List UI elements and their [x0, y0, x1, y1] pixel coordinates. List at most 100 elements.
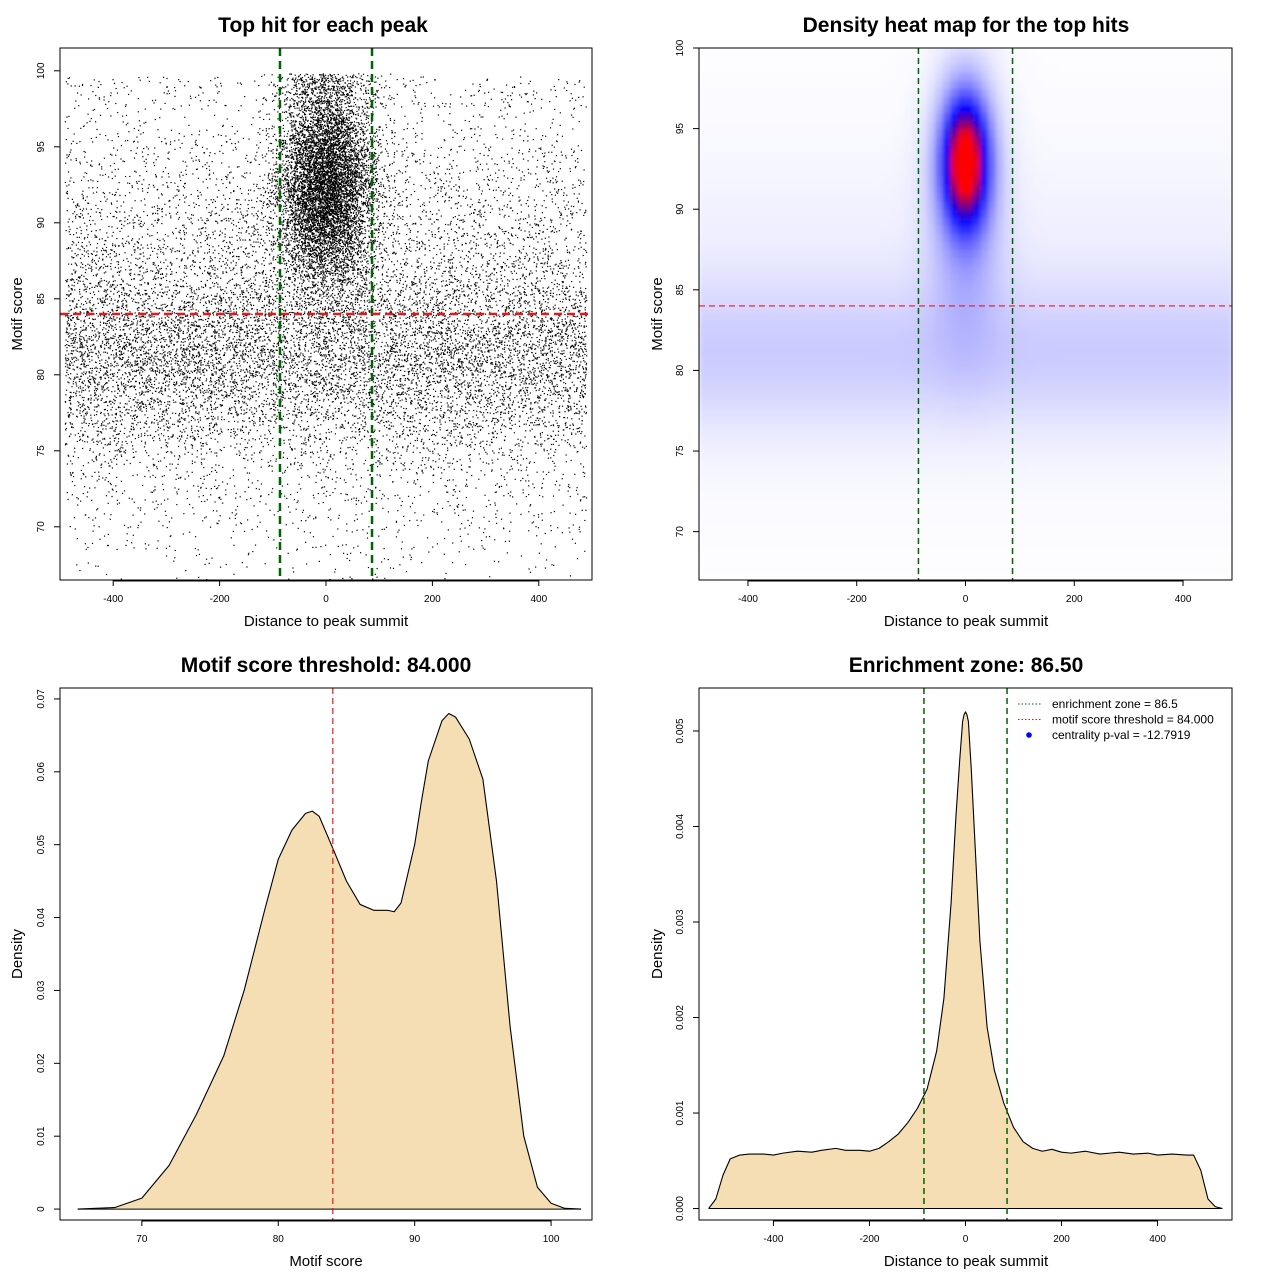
- scatter-point: [349, 331, 352, 334]
- scatter-point: [396, 78, 398, 81]
- scatter-point: [75, 159, 77, 162]
- scatter-point: [447, 243, 449, 245]
- scatter-point: [461, 250, 464, 252]
- scatter-point: [555, 181, 557, 184]
- scatter-point: [322, 291, 324, 293]
- scatter-point: [169, 212, 171, 214]
- scatter-point: [171, 436, 173, 438]
- scatter-point: [321, 102, 323, 104]
- scatter-point: [395, 275, 397, 277]
- scatter-point: [130, 441, 133, 443]
- scatter-point: [206, 452, 208, 454]
- scatter-point: [311, 342, 313, 345]
- scatter-point: [361, 260, 364, 262]
- scatter-point: [584, 263, 587, 265]
- scatter-point: [489, 338, 491, 340]
- scatter-point: [125, 325, 127, 327]
- scatter-point: [541, 309, 544, 311]
- scatter-point: [564, 260, 567, 262]
- scatter-point: [258, 488, 260, 490]
- scatter-point: [444, 421, 446, 423]
- scatter-point: [155, 176, 157, 178]
- scatter-point: [513, 348, 515, 350]
- scatter-point: [235, 524, 237, 526]
- scatter-point: [486, 163, 488, 165]
- scatter-point: [473, 211, 475, 214]
- scatter-point: [152, 262, 154, 264]
- scatter-point: [181, 408, 183, 410]
- scatter-point: [224, 228, 226, 230]
- scatter-point: [225, 220, 228, 222]
- scatter-point: [211, 300, 213, 302]
- scatter-point: [571, 344, 574, 346]
- scatter-point: [322, 314, 324, 317]
- scatter-point: [105, 344, 107, 346]
- scatter-point: [333, 454, 335, 456]
- scatter-point: [471, 334, 473, 336]
- scatter-point: [317, 424, 319, 427]
- scatter-point: [507, 362, 510, 364]
- scatter-point: [573, 402, 575, 404]
- scatter-point: [131, 378, 134, 380]
- scatter-point: [177, 421, 179, 423]
- scatter-point: [244, 280, 246, 283]
- scatter-point: [354, 126, 356, 128]
- scatter-point: [223, 310, 225, 312]
- scatter-point: [473, 212, 475, 215]
- scatter-point: [399, 294, 401, 296]
- scatter-point: [105, 280, 108, 282]
- scatter-point: [180, 171, 182, 173]
- scatter-point: [219, 566, 222, 568]
- scatter-point: [502, 356, 504, 359]
- scatter-point: [171, 301, 173, 304]
- scatter-point: [310, 373, 312, 375]
- scatter-point: [535, 150, 537, 152]
- scatter-point: [552, 292, 554, 294]
- scatter-point: [408, 346, 410, 349]
- scatter-point: [120, 220, 122, 222]
- scatter-point: [138, 238, 140, 240]
- scatter-point: [320, 424, 322, 426]
- scatter-point: [87, 234, 89, 236]
- scatter-point: [430, 299, 432, 302]
- scatter-point: [241, 192, 243, 195]
- scatter-point: [577, 231, 579, 233]
- scatter-point: [184, 182, 187, 184]
- scatter-point: [289, 252, 291, 254]
- scatter-point: [105, 324, 108, 326]
- scatter-point: [430, 187, 432, 189]
- scatter-point: [101, 300, 103, 302]
- scatter-point: [458, 227, 460, 229]
- scatter-point: [213, 298, 215, 300]
- scatter-point: [112, 243, 114, 245]
- scatter-point: [525, 268, 527, 270]
- scatter-point: [177, 204, 180, 206]
- scatter-point: [456, 381, 458, 383]
- scatter-point: [103, 454, 105, 456]
- scatter-point: [345, 305, 348, 307]
- scatter-point: [580, 405, 582, 407]
- scatter-point: [550, 342, 552, 345]
- scatter-point: [453, 320, 456, 322]
- scatter-point: [351, 226, 353, 228]
- scatter-point: [166, 273, 168, 275]
- scatter-point: [365, 384, 368, 386]
- scatter-point: [574, 303, 576, 305]
- scatter-point: [570, 205, 573, 207]
- scatter-point: [367, 149, 369, 151]
- scatter-point: [543, 155, 546, 157]
- scatter-point: [239, 344, 241, 346]
- scatter-point: [555, 343, 557, 345]
- scatter-point: [272, 488, 274, 490]
- scatter-point: [445, 453, 447, 456]
- scatter-point: [85, 291, 87, 293]
- scatter-point: [459, 294, 461, 296]
- scatter-point: [432, 460, 434, 462]
- scatter-point: [94, 361, 97, 363]
- scatter-point: [71, 244, 73, 246]
- scatter-point: [416, 359, 418, 361]
- scatter-point: [383, 233, 385, 235]
- scatter-point: [479, 215, 481, 217]
- scatter-point: [171, 271, 173, 273]
- scatter-point: [105, 425, 107, 427]
